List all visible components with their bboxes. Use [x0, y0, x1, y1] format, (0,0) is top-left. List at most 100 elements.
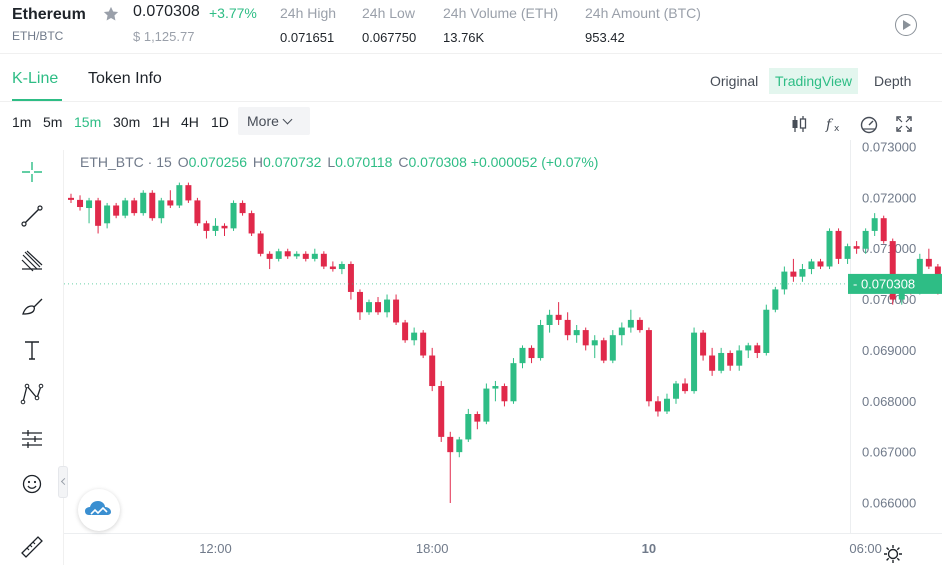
candle-body — [862, 230, 869, 249]
candle-body — [438, 386, 445, 437]
chart-area[interactable]: 0.073000 0.072000 0.071000 0.070000 0.069000… — [64, 140, 942, 565]
legend-high-key: H — [252, 154, 264, 170]
indicator-icon[interactable]: f x — [823, 113, 845, 135]
candle-body — [356, 291, 363, 313]
view-original[interactable]: Original — [710, 73, 759, 89]
price-tick-label: 0.069000 — [862, 343, 916, 358]
candle-body — [113, 205, 120, 216]
tab-token-info[interactable]: Token Info — [88, 70, 162, 87]
star-icon[interactable] — [102, 5, 120, 23]
candle-body — [284, 251, 291, 257]
text-icon[interactable] — [18, 336, 46, 364]
candle-body — [104, 205, 111, 224]
legend-symbol: ETH_BTC · 15 — [80, 154, 172, 170]
candle-body — [573, 330, 580, 336]
candle-body — [871, 218, 878, 231]
interval-1m[interactable]: 1m — [12, 114, 32, 130]
candle-body — [77, 199, 84, 208]
settings-icon[interactable] — [882, 543, 904, 565]
candle-body — [727, 352, 734, 366]
candle-body — [555, 314, 562, 320]
toolbar-collapse-handle[interactable] — [58, 466, 68, 498]
stat-high-value: 0.071651 — [280, 30, 335, 45]
candle-body — [682, 383, 689, 392]
candle-body — [925, 258, 932, 267]
candle-body — [248, 213, 255, 234]
trendline-icon[interactable] — [18, 202, 46, 230]
prediction-icon[interactable] — [18, 425, 46, 453]
candle-body — [654, 401, 661, 412]
brush-icon[interactable] — [18, 292, 46, 320]
legend-high: 0.070732 — [263, 154, 322, 170]
candle-body — [456, 439, 463, 453]
last-price: 0.070308 — [133, 3, 200, 20]
interval-4h[interactable]: 4H — [181, 114, 199, 130]
interval-30m[interactable]: 30m — [113, 114, 141, 130]
candle-body — [176, 185, 183, 206]
candle-body — [618, 327, 625, 336]
candle-body — [591, 340, 598, 346]
pattern-icon[interactable] — [18, 380, 46, 408]
stat-amount-label: 24h Amount (BTC) — [585, 5, 701, 21]
candle-body — [808, 261, 815, 270]
candle-body — [221, 225, 228, 229]
view-tradingview[interactable]: TradingView — [769, 68, 859, 94]
candle-body — [402, 322, 409, 341]
candle-body — [609, 335, 616, 361]
crosshair-icon[interactable] — [18, 158, 46, 186]
ruler-icon[interactable] — [18, 533, 46, 561]
candle-body — [185, 185, 192, 201]
pair-label: ETH/BTC — [12, 29, 64, 43]
candle-body — [492, 386, 499, 389]
time-tick-label: 10 — [642, 541, 656, 556]
drawing-toolbar — [0, 150, 64, 565]
candle-body — [636, 319, 643, 331]
candle-body — [600, 340, 607, 361]
candle-body — [338, 263, 345, 270]
candle-body — [754, 345, 761, 353]
more-intervals-button[interactable]: More — [238, 107, 310, 135]
candle-body — [140, 192, 147, 214]
ohlc-legend: ETH_BTC · 15 O0.070256 H0.070732 L0.0701… — [80, 154, 598, 170]
candle-body — [429, 355, 436, 387]
play-icon[interactable] — [895, 14, 917, 36]
price-tick-label: 0.072000 — [862, 190, 916, 205]
fullscreen-icon[interactable] — [893, 113, 915, 135]
candle-body — [347, 263, 354, 292]
price-tick-label: 0.071000 — [862, 241, 916, 256]
stat-amount-value: 953.42 — [585, 30, 625, 45]
dashboard-icon[interactable] — [858, 113, 880, 135]
tradingview-logo-button[interactable] — [78, 489, 120, 531]
interval-15m[interactable]: 15m — [74, 114, 102, 130]
stat-low-value: 0.067750 — [362, 30, 417, 45]
tab-kline[interactable]: K-Line — [12, 70, 59, 87]
candle-body — [465, 414, 472, 440]
candle-body — [799, 269, 806, 277]
price-tick-label: 0.067000 — [862, 445, 916, 460]
market-header: Ethereum ETH/BTC 0.070308 +3.77% $ 1,125… — [0, 0, 942, 54]
candle-body — [673, 383, 680, 399]
candle-body — [736, 350, 743, 366]
view-depth[interactable]: Depth — [874, 73, 912, 89]
candle-body — [772, 289, 779, 310]
emoji-icon[interactable] — [18, 470, 46, 498]
interval-5m[interactable]: 5m — [43, 114, 63, 130]
candle-body — [420, 332, 427, 356]
candle-body — [149, 192, 156, 219]
candle-body — [889, 241, 896, 300]
interval-1h[interactable]: 1H — [152, 114, 170, 130]
candle-body — [293, 253, 300, 257]
svg-text:x: x — [834, 124, 840, 134]
candle-body — [627, 319, 634, 328]
candle-type-icon[interactable] — [788, 113, 810, 135]
legend-low: 0.070118 — [335, 154, 393, 170]
chevron-down-icon — [282, 114, 293, 125]
last-price-tag-label: - 0.070308 — [853, 276, 915, 291]
candle-body — [663, 398, 670, 412]
interval-1d[interactable]: 1D — [211, 114, 229, 130]
interval-bar: 1m 5m 15m 30m 1H 4H 1D More f x — [0, 104, 942, 140]
legend-close-key: C — [398, 154, 409, 170]
fib-icon[interactable] — [18, 247, 46, 275]
candle-body — [212, 225, 219, 231]
candlestick-chart[interactable]: 0.073000 0.072000 0.071000 0.070000 0.069000… — [64, 140, 942, 565]
